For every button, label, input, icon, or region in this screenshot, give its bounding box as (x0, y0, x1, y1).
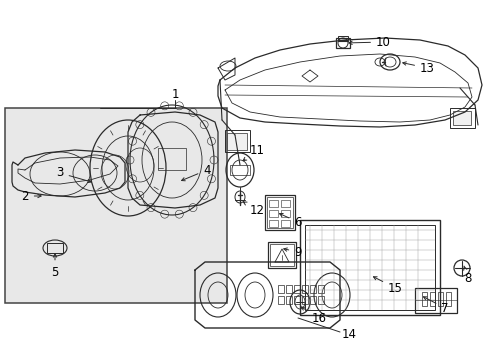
Bar (268, 200, 278, 207)
Text: 2: 2 (21, 189, 41, 202)
Bar (302, 285, 307, 293)
Bar (317, 285, 324, 293)
Text: 12: 12 (243, 202, 264, 216)
Bar (293, 285, 299, 293)
Bar (302, 296, 307, 304)
Bar (293, 296, 299, 304)
Bar (158, 148, 185, 170)
Bar (437, 292, 442, 306)
Bar (281, 220, 289, 227)
Text: 7: 7 (423, 297, 448, 315)
Bar (278, 296, 284, 304)
Text: 11: 11 (243, 144, 264, 161)
Bar (445, 292, 450, 306)
Bar (285, 285, 291, 293)
Text: 5: 5 (51, 254, 59, 279)
Bar (278, 285, 284, 293)
Bar (268, 210, 278, 217)
Text: 13: 13 (402, 62, 434, 75)
Bar (266, 197, 292, 228)
Bar (337, 36, 347, 40)
Bar (309, 285, 315, 293)
Bar (269, 244, 293, 266)
Text: 1: 1 (171, 89, 179, 102)
Bar (285, 296, 291, 304)
Bar (452, 111, 470, 125)
Bar (226, 133, 246, 150)
Bar (414, 288, 456, 313)
FancyBboxPatch shape (5, 108, 226, 303)
Bar (281, 200, 289, 207)
Text: 8: 8 (463, 266, 471, 284)
Bar (421, 292, 426, 306)
Bar (335, 38, 349, 48)
Bar (305, 225, 434, 310)
Bar (229, 165, 249, 175)
Bar (268, 220, 278, 227)
Text: 14: 14 (341, 328, 356, 342)
Text: 10: 10 (348, 36, 390, 49)
Bar (317, 296, 324, 304)
Bar (429, 292, 434, 306)
Bar (264, 195, 294, 230)
Bar (47, 243, 63, 253)
Bar (449, 108, 474, 128)
Text: 9: 9 (283, 246, 301, 258)
Bar (281, 210, 289, 217)
Bar (267, 242, 295, 268)
Text: 6: 6 (279, 213, 301, 229)
Text: 16: 16 (301, 307, 326, 324)
Bar (309, 296, 315, 304)
Bar (299, 220, 439, 315)
Text: 3: 3 (56, 166, 91, 183)
Text: 4: 4 (181, 163, 210, 181)
Text: 15: 15 (373, 277, 402, 294)
Bar (224, 130, 249, 152)
